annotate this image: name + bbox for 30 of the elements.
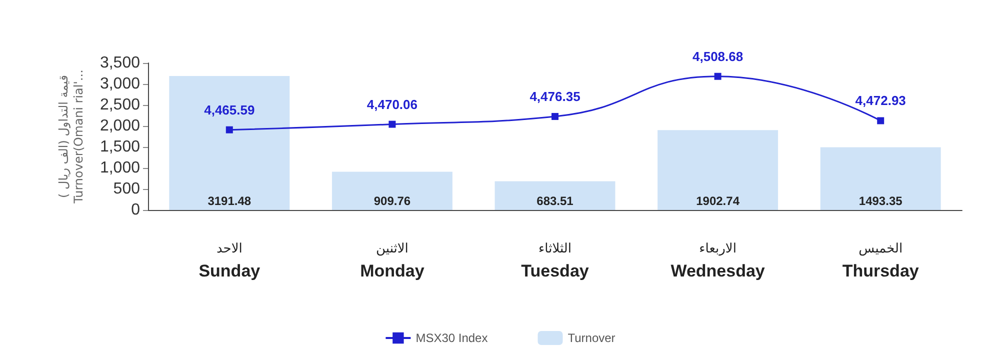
data-label: 909.76 xyxy=(374,194,411,208)
data-label: 4,476.35 xyxy=(530,88,580,104)
data-label: 1493.35 xyxy=(858,194,903,208)
y-tick-label: 1,500 xyxy=(100,138,140,156)
y-tick-label: 500 xyxy=(113,180,140,198)
legend-label: MSX30 Index xyxy=(416,331,488,345)
y-tick-label: 3,000 xyxy=(100,76,140,92)
point xyxy=(388,120,396,128)
y-tick-label: 1,000 xyxy=(100,160,140,176)
point xyxy=(226,126,233,134)
data-label: 4,508.68 xyxy=(692,48,744,64)
bar xyxy=(332,172,452,210)
y-tick-label: 0 xyxy=(131,202,140,218)
data-label: 3191.48 xyxy=(208,194,252,208)
y-tick-label: 2,000 xyxy=(100,118,140,134)
data-label: 4,472.93 xyxy=(855,93,906,108)
point xyxy=(714,72,722,80)
bar xyxy=(494,181,616,210)
y-tick-label: 3,500 xyxy=(100,54,140,72)
y-tick-label: 2,500 xyxy=(100,96,140,114)
bar xyxy=(820,147,941,210)
data-label: 1902.74 xyxy=(696,194,740,208)
data-label: 683.51 xyxy=(536,194,574,208)
point xyxy=(877,117,884,124)
bar xyxy=(658,130,778,210)
point xyxy=(552,112,558,120)
legend-label: Turnover xyxy=(568,331,616,345)
data-label: 4,465.59 xyxy=(204,102,255,118)
bar xyxy=(169,76,290,210)
data-label: 4,470.06 xyxy=(366,96,418,112)
